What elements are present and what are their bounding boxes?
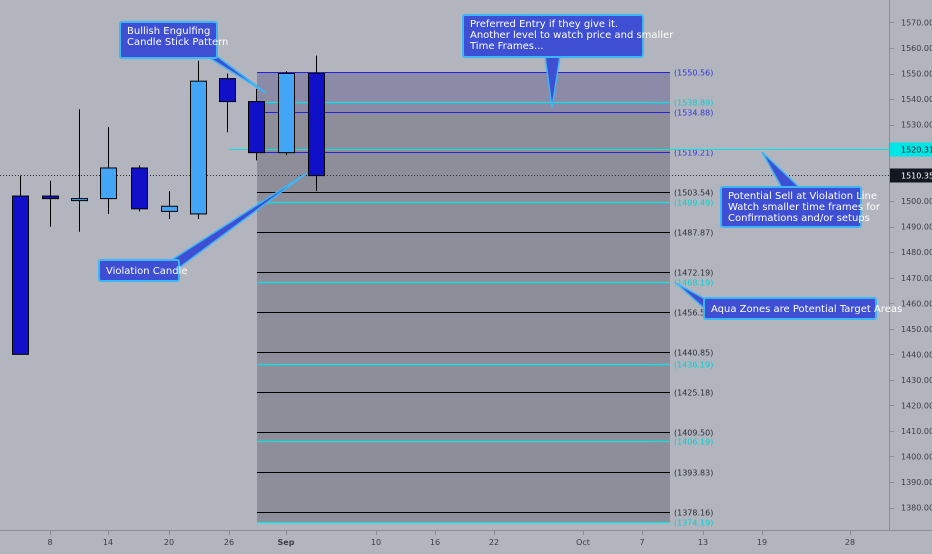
time-tick-label: 26 bbox=[224, 538, 234, 547]
price-tick-label: 1530.00 bbox=[901, 121, 932, 130]
price-tick-label: 1470.00 bbox=[901, 274, 932, 283]
time-tick-label: 19 bbox=[757, 538, 767, 547]
level-label: (1550.56) bbox=[674, 69, 713, 78]
level-label: (1519.21) bbox=[674, 149, 713, 158]
level-label: (1538.89) bbox=[674, 99, 713, 108]
price-tick-label: 1390.00 bbox=[901, 478, 932, 487]
callout-potential-sell: Potential Sell at Violation Line Watch s… bbox=[720, 186, 880, 228]
callout-text-line: Time Frames... bbox=[470, 41, 544, 52]
time-tick-label: 28 bbox=[845, 538, 855, 547]
level-label: (1472.19) bbox=[674, 269, 713, 278]
time-tick-label: 7 bbox=[639, 538, 644, 547]
current-price-badge bbox=[890, 168, 932, 183]
price-tick-label: 1500.00 bbox=[901, 197, 932, 206]
zones-layer bbox=[257, 72, 670, 523]
bullish-candle bbox=[278, 73, 295, 154]
bearish-candle bbox=[308, 73, 325, 177]
price-tick-label: 1440.00 bbox=[901, 350, 932, 359]
price-tick-label: 1560.00 bbox=[901, 44, 932, 53]
violation-price-badge bbox=[890, 142, 932, 157]
level-label: (1534.88) bbox=[674, 109, 713, 118]
price-tick-label: 1540.00 bbox=[901, 95, 932, 104]
level-label: (1425.18) bbox=[674, 389, 713, 398]
violation-price-label: 1520.31 bbox=[901, 146, 932, 155]
price-tick-label: 1420.00 bbox=[901, 401, 932, 410]
bearish-candle bbox=[248, 101, 265, 154]
callout-text-line: Preferred Entry if they give it. bbox=[470, 19, 619, 30]
level-label: (1378.16) bbox=[674, 509, 713, 518]
callout-text-line: Violation Candle bbox=[106, 266, 188, 277]
time-tick-label: 13 bbox=[698, 538, 708, 547]
time-tick-label: 20 bbox=[164, 538, 174, 547]
bearish-candle bbox=[219, 78, 236, 103]
price-tick-label: 1410.00 bbox=[901, 427, 932, 436]
price-tick-label: 1430.00 bbox=[901, 376, 932, 385]
callout-bullish-engulfing: Bullish Engulfing Candle Stick Pattern bbox=[119, 21, 229, 59]
bullish-candle bbox=[190, 80, 207, 215]
price-tick-label: 1490.00 bbox=[901, 223, 932, 232]
level-label: (1436.19) bbox=[674, 361, 713, 370]
callout-text-line: Another level to watch price and smaller bbox=[470, 30, 674, 41]
level-label: (1409.50) bbox=[674, 429, 713, 438]
callout-violation-candle: Violation Candle bbox=[98, 259, 188, 282]
time-tick-label: 10 bbox=[371, 538, 381, 547]
level-label: (1406.19) bbox=[674, 438, 713, 447]
price-tick-label: 1480.00 bbox=[901, 248, 932, 257]
level-label: (1440.85) bbox=[674, 349, 713, 358]
time-tick-label: 22 bbox=[489, 538, 499, 547]
bearish-candle bbox=[131, 167, 148, 210]
callout-text-line: Bullish Engulfing bbox=[127, 26, 211, 37]
callout-text-line: Potential Sell at Violation Line bbox=[728, 191, 878, 202]
price-tick-label: 1400.00 bbox=[901, 452, 932, 461]
time-axis[interactable]: 8 14 20 26 Sep 10 16 22 Oct 7 13 19 28 bbox=[47, 530, 855, 547]
callout-aqua-zones: Aqua Zones are Potential Target Areas bbox=[703, 297, 903, 320]
bullish-candle bbox=[100, 167, 117, 200]
callout-text-line: Watch smaller time frames for bbox=[728, 202, 880, 213]
callout-text-line: Confirmations and/or setups bbox=[728, 213, 870, 224]
time-tick-label: Oct bbox=[576, 538, 590, 547]
bullish-candle bbox=[161, 205, 178, 212]
price-badges: 1520.31 1510.35 bbox=[890, 142, 932, 183]
level-label: (1393.83) bbox=[674, 469, 713, 478]
time-tick-label: 14 bbox=[103, 538, 113, 547]
time-tick-label: 16 bbox=[430, 538, 440, 547]
bearish-candle bbox=[12, 195, 29, 355]
preferred-entry-zone bbox=[257, 72, 670, 113]
level-label: (1499.49) bbox=[674, 199, 713, 208]
callout-text-line: Candle Stick Pattern bbox=[127, 37, 229, 48]
levels-layer: (1550.56) (1538.89)(1534.88) (1519.21) (150… bbox=[0, 69, 889, 528]
price-tick-label: 1550.00 bbox=[901, 70, 932, 79]
bearish-candle bbox=[42, 195, 59, 200]
level-label: (1456.52) bbox=[674, 309, 713, 318]
level-label: (1468.19) bbox=[674, 279, 713, 288]
candles-layer bbox=[12, 55, 325, 355]
projection-zone bbox=[257, 112, 670, 523]
price-tick-label: 1460.00 bbox=[901, 299, 932, 308]
price-tick-label: 1450.00 bbox=[901, 325, 932, 334]
callout-preferred-entry: Preferred Entry if they give it. Another… bbox=[462, 14, 674, 58]
level-label: (1487.87) bbox=[674, 229, 713, 238]
level-label: (1374.19) bbox=[674, 519, 713, 528]
price-tick-label: 1380.00 bbox=[901, 504, 932, 513]
bullish-candle bbox=[71, 198, 88, 202]
callout-text-line: Aqua Zones are Potential Target Areas bbox=[711, 304, 903, 315]
level-label: (1503.54) bbox=[674, 189, 713, 198]
price-tick-label: 1570.00 bbox=[901, 18, 932, 27]
current-price-label: 1510.35 bbox=[901, 172, 932, 181]
time-tick-label: 8 bbox=[47, 538, 52, 547]
axes-layer bbox=[0, 0, 932, 531]
time-tick-label: Sep bbox=[278, 538, 295, 547]
